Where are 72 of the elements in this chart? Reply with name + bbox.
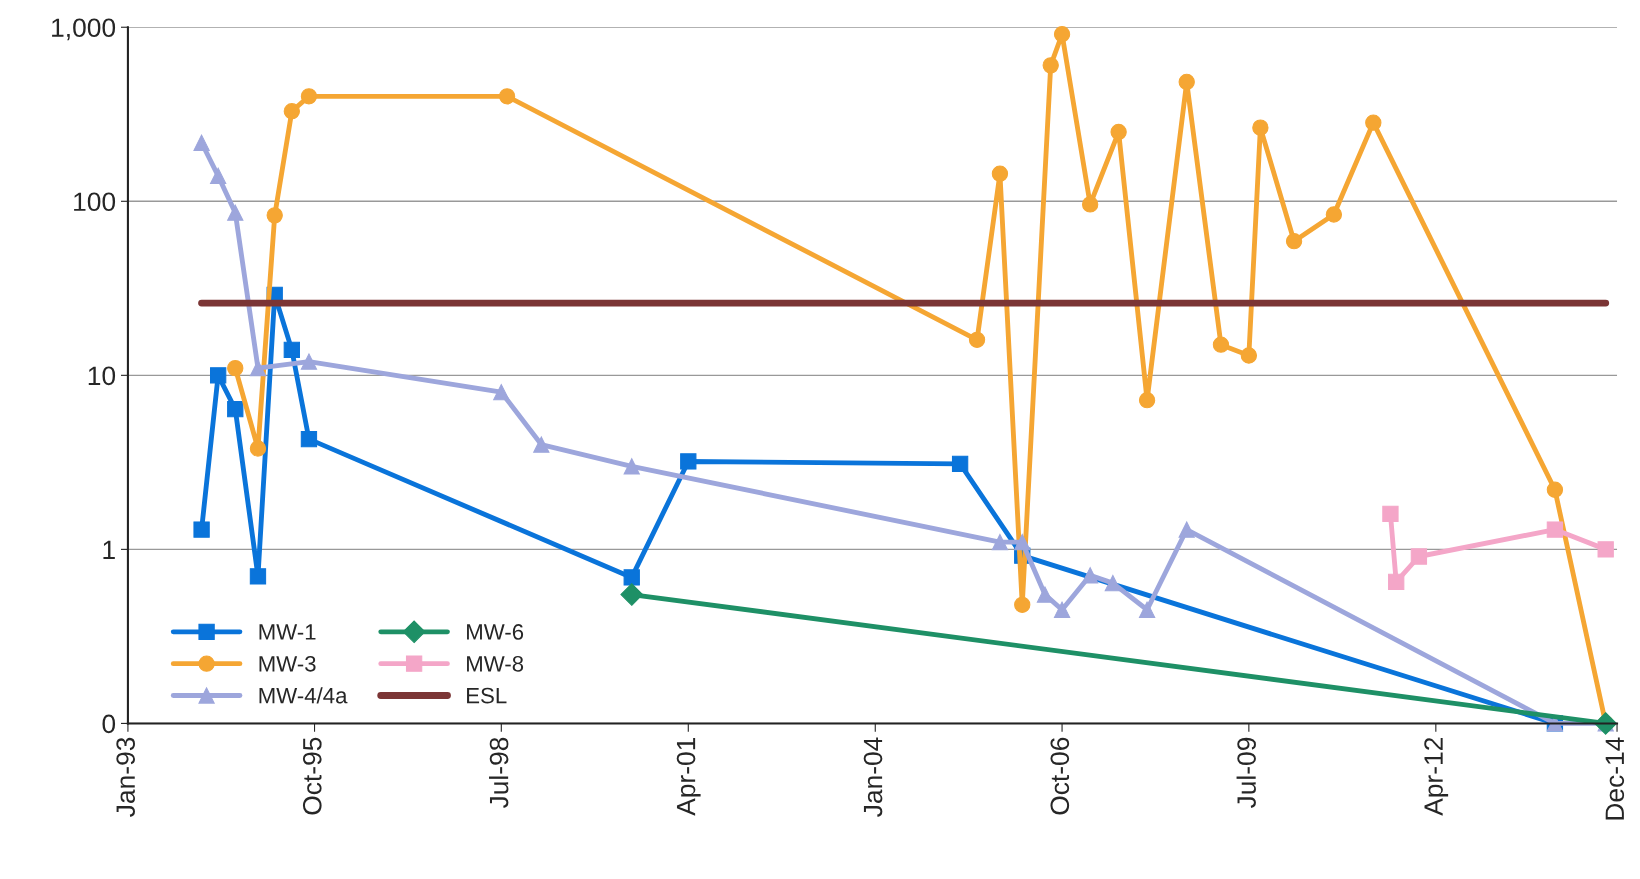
point (1014, 596, 1031, 614)
point (227, 204, 244, 221)
y-tick-label: 100 (74, 192, 116, 212)
legend-label: MW-4/4a (259, 687, 348, 704)
x-tick-label: Oct-06 (1050, 737, 1070, 815)
point (283, 341, 300, 359)
point (227, 400, 244, 418)
point (623, 458, 640, 475)
point (1082, 567, 1099, 584)
point (227, 359, 244, 377)
x-tick-label: Jan-04 (863, 737, 883, 817)
point (193, 521, 210, 538)
point (951, 455, 969, 473)
point (209, 167, 227, 185)
point (623, 569, 640, 586)
point (1252, 119, 1269, 136)
point (1388, 573, 1405, 591)
x-tick-label: Oct-95 (302, 737, 322, 815)
point (193, 134, 210, 151)
legend-label: MW-6 (467, 624, 524, 640)
point (1014, 534, 1031, 551)
point (991, 165, 1009, 182)
legend-label: MW-1 (259, 624, 316, 640)
point (300, 353, 318, 370)
point (493, 384, 510, 401)
point (680, 453, 697, 470)
point (1212, 336, 1230, 353)
y-tick-label: 1,000 (52, 18, 116, 41)
point (1178, 521, 1195, 538)
point (1365, 114, 1382, 131)
y-tick-label: 1 (103, 540, 115, 559)
point (620, 583, 644, 606)
x-tick-label: Jan-93 (116, 737, 135, 817)
point (991, 534, 1009, 551)
point (968, 331, 986, 348)
point (1110, 123, 1127, 141)
point (1053, 26, 1071, 43)
point (1285, 233, 1303, 250)
legend-label: MW-3 (259, 655, 316, 672)
point (1382, 505, 1399, 523)
y-tick-label: 10 (88, 366, 116, 386)
point (283, 103, 300, 120)
point (1138, 392, 1156, 409)
point (300, 430, 318, 448)
point (1138, 601, 1156, 618)
point (1178, 73, 1195, 91)
point (533, 436, 550, 453)
point (1597, 541, 1614, 558)
point (1053, 601, 1071, 618)
x-tick-label: Apr-01 (676, 737, 701, 816)
point (249, 440, 267, 457)
point (249, 568, 267, 585)
point (1325, 206, 1343, 223)
point (1104, 574, 1122, 592)
point (1410, 548, 1428, 565)
point (209, 367, 227, 384)
x-tick-label: Apr-12 (1424, 737, 1449, 816)
x-tick-label: Jul-98 (489, 737, 509, 809)
point (266, 207, 283, 224)
point (1546, 521, 1564, 538)
y-tick-label: 0 (102, 714, 116, 734)
point (1082, 196, 1099, 213)
point (1240, 347, 1258, 364)
point (1546, 481, 1564, 498)
x-tick-label: Jul-09 (1236, 737, 1256, 809)
legend-label: MW-8 (467, 655, 524, 672)
x-tick-label: Dec-14 (1605, 737, 1625, 820)
point (498, 88, 516, 105)
point (249, 359, 267, 377)
legend-label: ESL (467, 687, 507, 704)
point (1042, 57, 1059, 74)
point (300, 88, 318, 105)
